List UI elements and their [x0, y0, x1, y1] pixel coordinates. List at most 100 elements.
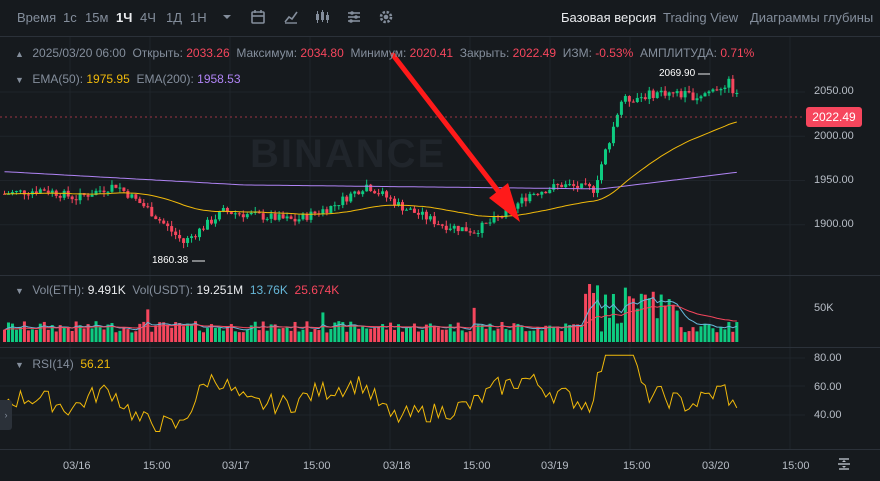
candle-body: [229, 212, 233, 214]
volume-bar: [385, 329, 389, 342]
gear-icon[interactable]: [378, 9, 394, 25]
volume-bar: [365, 328, 369, 342]
candle-type-icon[interactable]: [314, 9, 330, 25]
volume-bar: [540, 330, 544, 342]
view-tradingview[interactable]: Trading View: [663, 10, 739, 25]
candle-body: [671, 92, 675, 94]
candle-body: [337, 205, 341, 207]
volume-bar: [98, 327, 102, 342]
candle-body: [285, 216, 289, 219]
candle-body: [22, 190, 26, 195]
fit-screen-icon[interactable]: [836, 456, 852, 472]
candle-body: [249, 212, 253, 215]
volume-bar: [209, 324, 213, 342]
candle-body: [277, 214, 281, 220]
candle-body: [719, 89, 723, 91]
chevron-down-icon[interactable]: ▼: [15, 286, 24, 296]
candle-body: [727, 78, 731, 88]
interval-15m[interactable]: 15м: [85, 10, 109, 25]
candle-body: [588, 184, 592, 187]
vol-ma1-value: 13.76K: [249, 283, 288, 297]
candle-body: [711, 89, 715, 92]
candle-body: [484, 222, 488, 224]
volume-bar: [162, 322, 166, 342]
volume-bar: [564, 323, 568, 342]
candle-body: [420, 211, 424, 215]
candle-body: [78, 193, 82, 201]
volume-bar: [416, 331, 420, 342]
volume-bar: [229, 324, 233, 342]
caret-down-icon[interactable]: [219, 9, 235, 25]
candle-body: [552, 184, 556, 190]
volume-bar: [6, 322, 10, 342]
chevron-down-icon[interactable]: ▼: [15, 360, 24, 370]
volume-bar: [18, 326, 22, 342]
candle-body: [404, 209, 408, 211]
candle-body: [635, 97, 639, 103]
candle-body: [735, 93, 739, 95]
volume-bar: [580, 325, 584, 342]
candle-body: [695, 98, 699, 101]
volume-bar: [62, 326, 66, 342]
volume-bar: [213, 327, 217, 342]
volume-bar: [596, 285, 600, 342]
interval-4h[interactable]: 4Ч: [140, 10, 156, 25]
candle-body: [325, 209, 329, 213]
time-axis-label: 15:00: [143, 460, 171, 472]
candle-body: [596, 180, 600, 193]
candle-body: [293, 218, 297, 222]
volume-bar: [695, 331, 699, 342]
interval-1w[interactable]: 1Н: [190, 10, 207, 25]
volume-bar: [22, 321, 26, 342]
time-label[interactable]: Время: [17, 10, 57, 25]
candle-body: [102, 190, 106, 193]
candle-body: [393, 198, 397, 206]
chevron-up-icon[interactable]: ▲: [15, 49, 24, 59]
volume-bar: [50, 325, 54, 342]
volume-bar: [321, 312, 325, 342]
candle-body: [643, 97, 647, 100]
candle-body: [607, 143, 611, 150]
volume-bar: [560, 331, 564, 342]
price-axis-label: 2000.00: [814, 130, 854, 142]
candle-body: [667, 92, 671, 96]
candle-body: [202, 228, 205, 230]
volume-bar: [607, 317, 611, 342]
volume-bar: [349, 321, 353, 342]
volume-bar: [711, 328, 715, 342]
chevron-down-icon[interactable]: ▼: [15, 75, 24, 85]
layout-settings-icon[interactable]: [346, 9, 362, 25]
time-axis-label: 03/19: [541, 460, 569, 472]
interval-1d[interactable]: 1Д: [166, 10, 183, 25]
candle-body: [190, 236, 194, 239]
volume-bar: [289, 330, 293, 342]
candle-body: [440, 224, 444, 226]
candle-body: [289, 216, 293, 219]
rsi-axis-label: 40.00: [814, 409, 842, 421]
candle-body: [592, 186, 596, 193]
candle-body: [138, 198, 142, 204]
candle-body: [603, 149, 607, 165]
candle-body: [663, 90, 667, 96]
calendar-icon[interactable]: [250, 9, 266, 25]
ema50-value: 1975.95: [86, 72, 130, 86]
ohlc-date: 2025/03/20 06:00: [32, 46, 126, 60]
volume-bar: [639, 293, 643, 342]
candle-body: [600, 164, 603, 181]
view-basic[interactable]: Базовая версия: [561, 10, 657, 25]
volume-bar: [703, 323, 707, 342]
pane-separator[interactable]: [0, 347, 880, 348]
interval-1h[interactable]: 1Ч: [116, 10, 133, 25]
candle-body: [476, 233, 480, 235]
volume-bar: [663, 305, 667, 342]
volume-bar: [504, 328, 508, 342]
pane-separator[interactable]: [0, 275, 880, 276]
interval-1s[interactable]: 1с: [63, 10, 77, 25]
side-panel-handle[interactable]: ›: [0, 400, 12, 430]
candle-body: [345, 196, 349, 202]
indicators-icon[interactable]: [283, 9, 299, 25]
candle-body: [321, 209, 325, 214]
volume-bar: [357, 328, 361, 342]
view-depth[interactable]: Диаграммы глубины: [750, 10, 874, 25]
